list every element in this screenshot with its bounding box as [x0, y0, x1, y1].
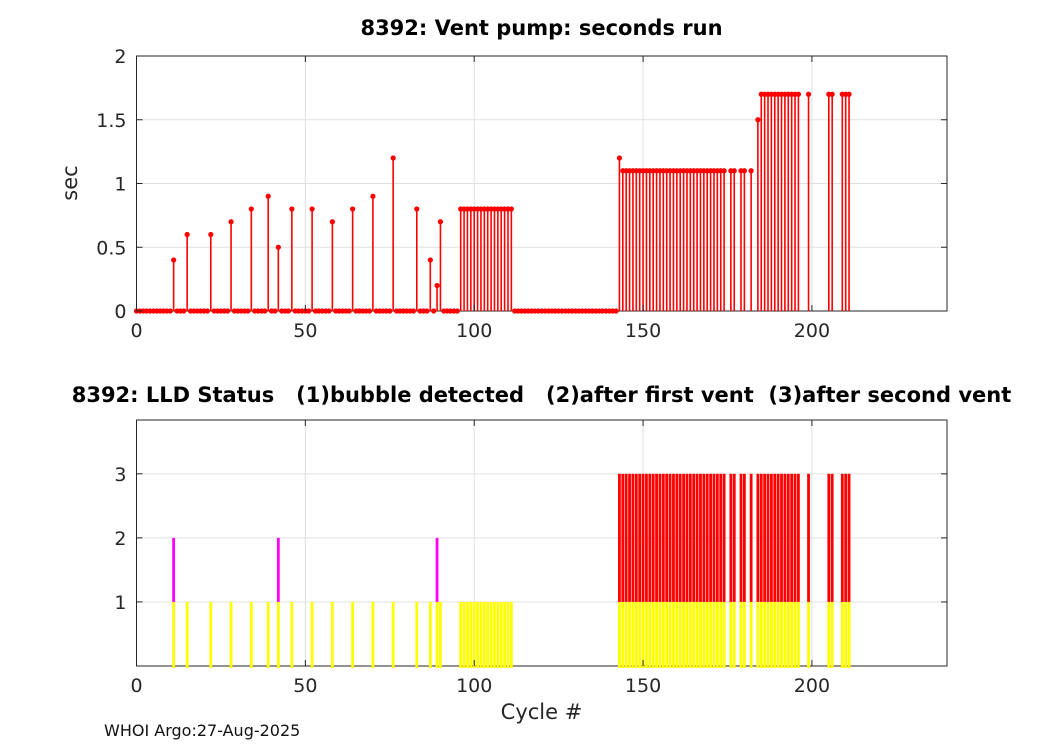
lld-status-chart: 0 50 100 150 200 1 2 3 [114, 419, 948, 697]
top-chart-title: 8392: Vent pump: seconds run [360, 16, 723, 40]
bottom-chart-xlabel: Cycle # [500, 700, 583, 724]
x-tick-label: 50 [293, 675, 317, 697]
x-tick-label: 100 [456, 320, 492, 342]
x-tick-label: 0 [130, 320, 142, 342]
y-tick-label: 1 [114, 592, 126, 614]
grid-lines [136, 56, 947, 311]
bottom-chart-title: 8392: LLD Status (1)bubble detected (2)a… [71, 383, 1012, 407]
x-tick-label: 150 [625, 320, 661, 342]
status-bar-series [172, 473, 851, 668]
y-tick-label: 2 [114, 528, 126, 550]
y-tick-label: 2 [114, 46, 126, 68]
x-tick-label: 100 [456, 675, 492, 697]
y-tick-label: 1 [114, 174, 126, 196]
x-tick-label: 200 [794, 320, 830, 342]
x-tick-label: 150 [625, 675, 661, 697]
tick-marks [136, 55, 947, 312]
x-tick-label: 50 [293, 320, 317, 342]
tick-marks [136, 420, 947, 666]
y-tick-label: 1.5 [96, 110, 126, 132]
x-tick-label: 0 [130, 675, 142, 697]
tick-labels: 0 50 100 150 200 1 2 3 [114, 464, 830, 697]
y-tick-label: 0.5 [96, 237, 126, 259]
grid-lines [136, 420, 947, 666]
x-tick-label: 200 [794, 675, 830, 697]
y-tick-label: 0 [114, 301, 126, 323]
watermark-text: WHOI Argo:27-Aug-2025 [104, 721, 301, 740]
tick-labels: 0 50 100 150 200 0 0.5 1 1.5 2 [96, 46, 830, 342]
axes-box [136, 419, 948, 667]
stem-series [133, 91, 852, 314]
y-tick-label: 3 [114, 464, 126, 486]
vent-pump-chart: 0 50 100 150 200 0 0.5 1 1.5 2 [96, 46, 948, 342]
